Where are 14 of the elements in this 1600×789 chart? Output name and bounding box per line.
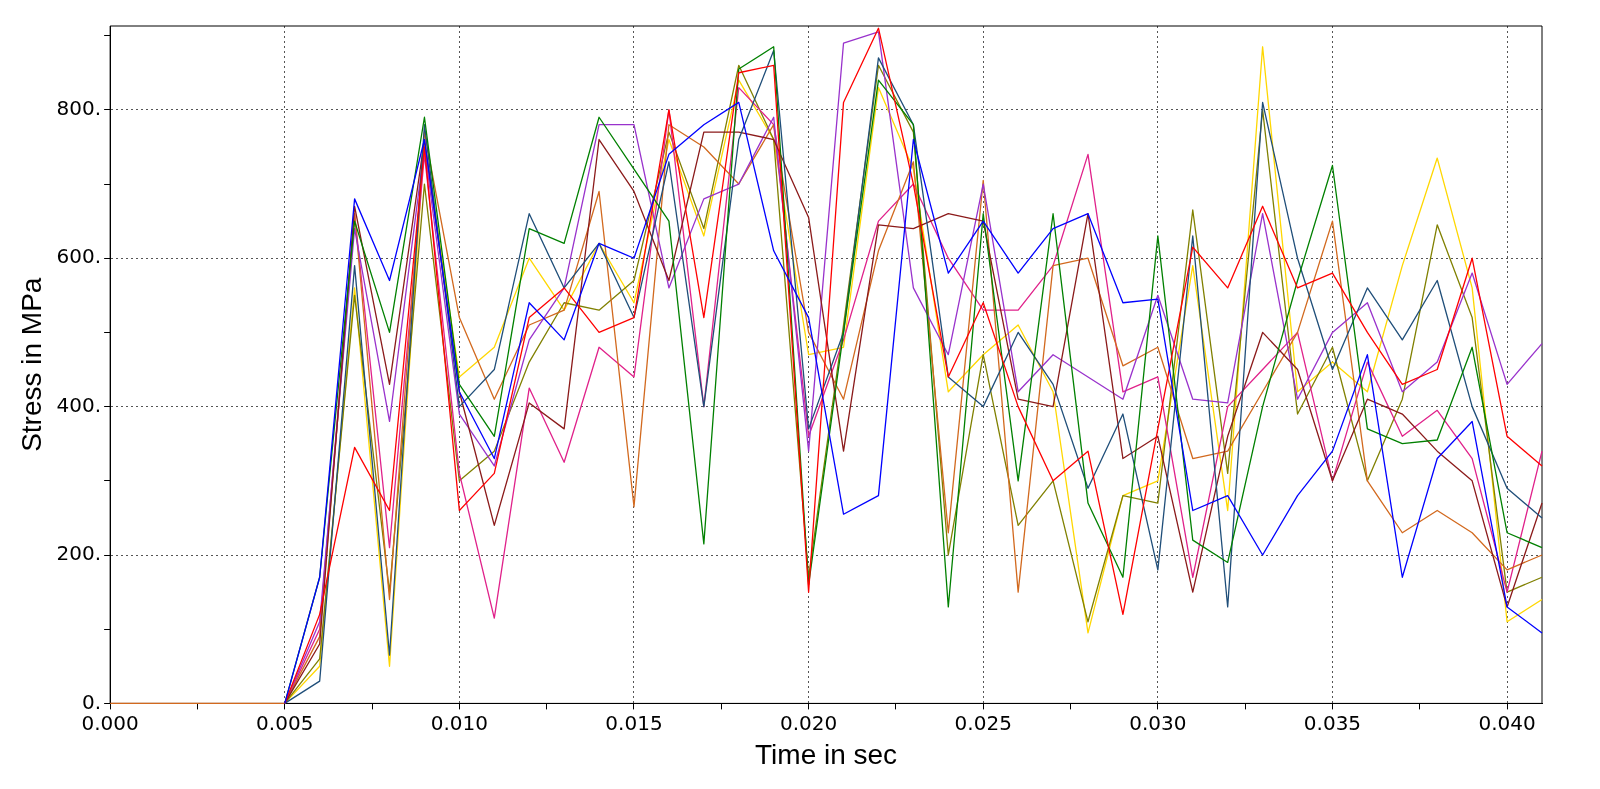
y-axis-title: Stress in MPa [15,277,47,452]
x-tick-label: 0.025 [954,710,1012,735]
x-tick-label: 0.015 [605,710,663,735]
x-tick-label: 0.010 [430,710,488,735]
x-tick-label: 0.005 [256,710,314,735]
x-axis-title: Time in sec [755,738,898,770]
x-tick-label: 0.035 [1303,710,1362,735]
y-tick-label: 800. [56,96,102,121]
y-tick-label: 200. [56,541,102,566]
x-tick-label: 0.040 [1478,710,1536,735]
x-tick-label: 0.030 [1129,710,1187,735]
y-tick-label: 600. [56,244,102,269]
x-tick-label: 0.020 [779,710,838,735]
y-tick-label: 400. [56,392,102,417]
